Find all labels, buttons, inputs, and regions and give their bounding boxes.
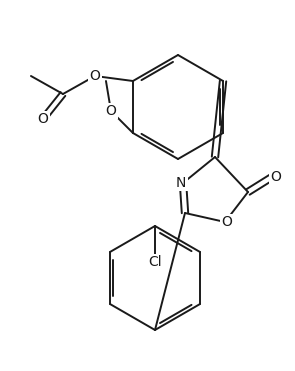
Text: Cl: Cl bbox=[148, 255, 162, 269]
Text: O: O bbox=[106, 104, 117, 118]
Text: O: O bbox=[222, 215, 232, 229]
Text: N: N bbox=[176, 176, 186, 190]
Text: O: O bbox=[37, 112, 48, 126]
Text: O: O bbox=[89, 69, 100, 83]
Text: O: O bbox=[271, 170, 281, 184]
